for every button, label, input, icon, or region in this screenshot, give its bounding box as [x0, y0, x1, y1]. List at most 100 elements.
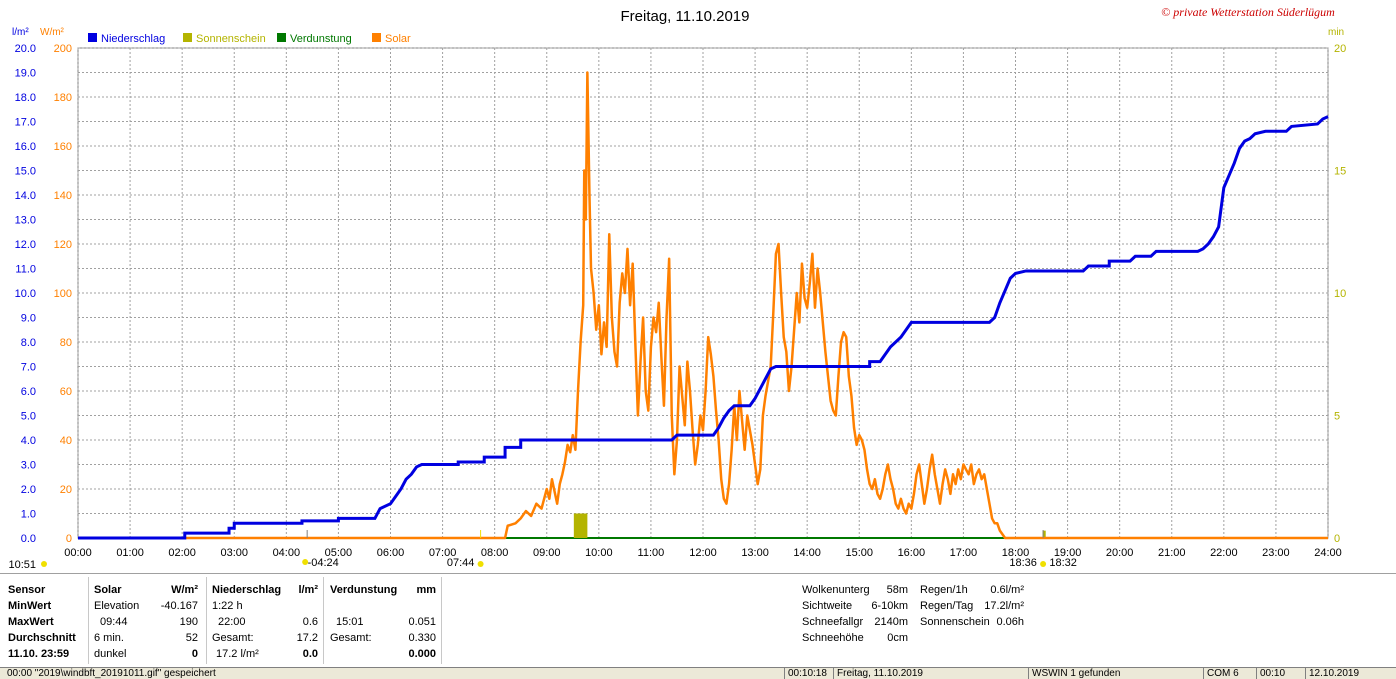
verd-b: 0.000: [408, 648, 436, 660]
x-tick-label: 23:00: [1262, 547, 1290, 559]
header-solar: Solar: [94, 584, 122, 596]
bar-sonnenschein: [581, 513, 585, 538]
unit-minutes: min: [1328, 27, 1344, 38]
y-tick-label-precip: 16.0: [15, 141, 36, 153]
y-tick-label-solar: 120: [54, 239, 72, 251]
x-tick-label: 04:00: [273, 547, 301, 559]
y-tick-label-precip: 10.0: [15, 288, 36, 300]
row-label: MaxWert: [8, 616, 54, 628]
y-tick-label-precip: 2.0: [21, 484, 36, 496]
x-tick-label: 11:00: [638, 547, 665, 559]
nied-a: Gesamt:: [212, 632, 254, 644]
verd-b: 0.330: [408, 632, 436, 644]
status-com: COM 6: [1203, 668, 1255, 679]
row-label: MinWert: [8, 600, 52, 612]
info-key: Schneehöhe: [802, 632, 864, 644]
solar-b: 0: [191, 648, 198, 660]
nied-a: 22:00: [218, 616, 246, 628]
marker-time: 18:32: [1049, 557, 1077, 569]
info-value: 0.06h: [996, 616, 1024, 628]
y-tick-label-precip: 9.0: [21, 313, 36, 325]
y-tick-label-solar: 180: [54, 92, 72, 104]
sun-icon: [302, 559, 309, 565]
x-axis: 00:00 01:00 02:00 03:00 04:00 05:00 06:00 07:00…: [64, 547, 1342, 559]
x-tick-label: 07:00: [429, 547, 457, 559]
x-tick-label: 09:00: [533, 547, 561, 559]
chart-title: Freitag, 11.10.2019: [621, 8, 750, 25]
x-tick-label: 01:00: [116, 547, 144, 559]
y-tick-label-precip: 18.0: [15, 92, 36, 104]
x-tick-label: 17:00: [950, 547, 978, 559]
y-tick-label-solar: 80: [60, 337, 72, 349]
nied-b: 0.6: [302, 616, 318, 628]
legend-swatch: [88, 33, 97, 42]
y-tick-label-minutes: 10: [1334, 288, 1346, 300]
x-tick-label: 20:00: [1106, 547, 1134, 559]
x-tick-label: 12:00: [689, 547, 717, 559]
y-tick-label-solar: 140: [54, 190, 72, 202]
info-value: 6-10km: [871, 600, 908, 612]
bar-sonnenschein: [576, 513, 580, 538]
info-key: Wolkenunterg: [802, 584, 870, 596]
status-found: WSWIN 1 gefunden: [1028, 668, 1202, 679]
weather-chart: Freitag, 11.10.2019 © private Wetterstat…: [8, 5, 1346, 571]
solar-a: Elevation: [94, 600, 140, 612]
y-tick-label-minutes: 0: [1334, 533, 1340, 545]
info-key: Sonnenschein: [920, 616, 990, 628]
info-value: 58m: [886, 584, 908, 596]
solar-a: 6 min.: [94, 632, 124, 644]
y-tick-label-minutes: 20: [1334, 43, 1346, 55]
y-tick-label-minutes: 5: [1334, 411, 1340, 423]
y-tick-label-precip: 3.0: [21, 460, 36, 472]
bar-sonnenschein: [579, 513, 583, 538]
y-tick-label-precip: 8.0: [21, 337, 36, 349]
y-tick-label-precip: 12.0: [15, 239, 36, 251]
solar-b: -40.167: [160, 600, 198, 612]
solar-a: 09:44: [100, 616, 128, 628]
y-tick-label-precip: 7.0: [21, 362, 36, 374]
status-bar: 00:00 "2019\windbft_20191011.gif" gespei…: [0, 667, 1396, 679]
series-niederschlag: [78, 115, 1329, 540]
status-day: Freitag, 11.10.2019: [833, 668, 1027, 679]
y-tick-label-solar: 40: [60, 435, 72, 447]
marker-time: 18:36: [1009, 557, 1037, 569]
header-nied-unit: l/m²: [298, 584, 318, 596]
x-tick-label: 22:00: [1210, 547, 1238, 559]
solar-b: 52: [185, 632, 198, 644]
info-value: 17.2l/m²: [984, 600, 1024, 612]
nied-a: 1:22 h: [212, 600, 243, 612]
y-tick-label-precip: 11.0: [15, 264, 36, 276]
series-solar: [78, 71, 1328, 540]
x-tick-label: 15:00: [845, 547, 873, 559]
x-tick-label: 00:00: [64, 547, 92, 559]
header-verd-unit: mm: [416, 584, 436, 596]
legend-label: Solar: [385, 33, 411, 45]
y-tick-label-precip: 5.0: [21, 411, 36, 423]
status-clock: 00:10: [1256, 668, 1304, 679]
legend-swatch: [372, 33, 381, 42]
copyright: © private Wetterstation Süderlügum: [1161, 5, 1335, 19]
legend-swatch: [183, 33, 192, 42]
x-tick-label: 18:00: [1002, 547, 1030, 559]
info-key: Schneefallgr: [802, 616, 864, 628]
info-value: 2140m: [874, 616, 908, 628]
y-tick-label-solar: 160: [54, 141, 72, 153]
y-tick-label-precip: 14.0: [15, 190, 36, 202]
bar-sonnenschein: [584, 513, 588, 538]
x-tick-label: 14:00: [793, 547, 821, 559]
legend-swatch: [277, 33, 286, 42]
status-message: 00:00 "2019\windbft_20191011.gif" gespei…: [7, 668, 216, 679]
y-tick-label-precip: 1.0: [21, 509, 36, 521]
y-tick-label-precip: 19.0: [15, 68, 36, 80]
x-tick-label: 08:00: [481, 547, 509, 559]
status-time: 00:10:18: [784, 668, 832, 679]
marker-time: 07:44: [447, 557, 475, 569]
header-solar-unit: W/m²: [171, 584, 198, 596]
x-tick-label: 06:00: [377, 547, 405, 559]
legend-label: Verdunstung: [290, 33, 352, 45]
series-layer: [78, 71, 1329, 540]
marker-time: 10:51: [8, 559, 36, 571]
nied-b: 17.2: [296, 632, 318, 644]
info-key: Regen/Tag: [920, 600, 974, 612]
x-tick-label: 13:00: [741, 547, 769, 559]
